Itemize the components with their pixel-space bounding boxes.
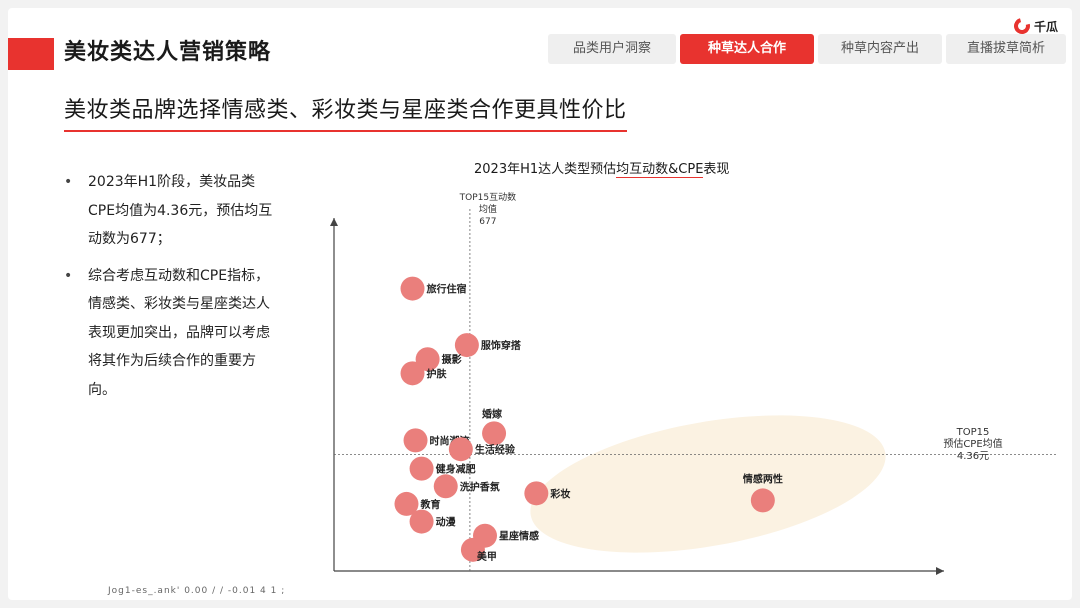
tab-live-analysis[interactable]: 直播拔草简析: [946, 34, 1066, 64]
data-point: [454, 333, 479, 358]
tab-content-output[interactable]: 种草内容产出: [818, 34, 942, 64]
data-point: [394, 491, 419, 516]
data-point: [433, 474, 458, 499]
data-point: [524, 481, 549, 506]
data-point-label: 护肤: [427, 367, 448, 380]
data-point: [400, 276, 425, 301]
page-title: 美妆类达人营销策略: [64, 40, 272, 65]
bullet-item: 综合考虑互动数和CPE指标，情感类、彩妆类与星座类达人表现更加突出，品牌可以考虑…: [64, 262, 279, 405]
y-axis-arrow: [330, 218, 338, 226]
logo-text: 千瓜: [1033, 19, 1058, 34]
data-point-label: 生活经验: [475, 443, 516, 456]
data-point-label: 洗护香氛: [460, 480, 500, 493]
x-axis-arrow: [936, 567, 944, 575]
data-point-label: 旅行住宿: [427, 283, 467, 296]
data-point: [460, 537, 485, 562]
data-point-label: 星座情感: [499, 530, 539, 543]
slide-subtitle: 美妆类品牌选择情感类、彩妆类与星座类合作更具性价比: [64, 92, 627, 132]
data-point-label: 服饰穿搭: [481, 339, 522, 352]
data-point-label: 健身减肥: [436, 463, 476, 476]
data-point: [448, 437, 473, 462]
brand-logo: 千瓜: [1011, 15, 1058, 37]
tab-category-insight[interactable]: 品类用户洞察: [548, 34, 676, 64]
data-point: [482, 421, 507, 446]
avg-interaction-label: TOP15互动数: [459, 191, 516, 203]
data-point-label: 美甲: [477, 550, 497, 563]
highlight-ellipse: [530, 415, 886, 553]
avg-cpe-label: 预估CPE均值: [943, 437, 1002, 450]
data-point: [400, 361, 425, 386]
data-point-label: 婚嫁: [482, 407, 502, 420]
tab-creator-cooperation[interactable]: 种草达人合作: [680, 34, 814, 64]
avg-interaction-label: 677: [479, 217, 496, 227]
slide: 美妆类达人营销策略 千瓜 品类用户洞察 种草达人合作 种草内容产出 直播拔草简析…: [8, 8, 1072, 600]
data-point: [403, 428, 428, 453]
data-point: [409, 509, 434, 534]
footer-text: Jog1-es_.ank' 0.00 / / -0.01 4 1 ;: [108, 586, 286, 596]
avg-interaction-label: 均值: [479, 203, 497, 215]
title-accent-bar: [8, 38, 54, 70]
data-point-label: 情感两性: [743, 472, 783, 485]
chart-title: 2023年H1达人类型预估均互动数&CPE表现: [474, 158, 730, 178]
section-tabs: 品类用户洞察 种草达人合作 种草内容产出 直播拔草简析: [548, 34, 1066, 64]
data-point-label: 彩妆: [549, 487, 570, 500]
chart-title-prefix: 2023年H1达人类型预估: [474, 162, 617, 177]
data-point-label: 教育: [419, 498, 440, 511]
summary-bullets: 2023年H1阶段，美妆品类CPE均值为4.36元，预估均互动数为677； 综合…: [64, 168, 279, 412]
avg-cpe-label: 4.36元: [957, 451, 989, 462]
bullet-item: 2023年H1阶段，美妆品类CPE均值为4.36元，预估均互动数为677；: [64, 168, 279, 254]
data-point: [409, 456, 434, 481]
avg-cpe-label: TOP15: [956, 427, 990, 438]
chart-title-highlight: 均互动数&CPE: [616, 162, 704, 178]
data-point: [415, 347, 440, 372]
data-point-label: 动漫: [436, 516, 457, 529]
data-point: [750, 488, 775, 513]
data-point-label: 摄影: [442, 353, 462, 366]
chart-title-suffix: 表现: [703, 162, 730, 177]
